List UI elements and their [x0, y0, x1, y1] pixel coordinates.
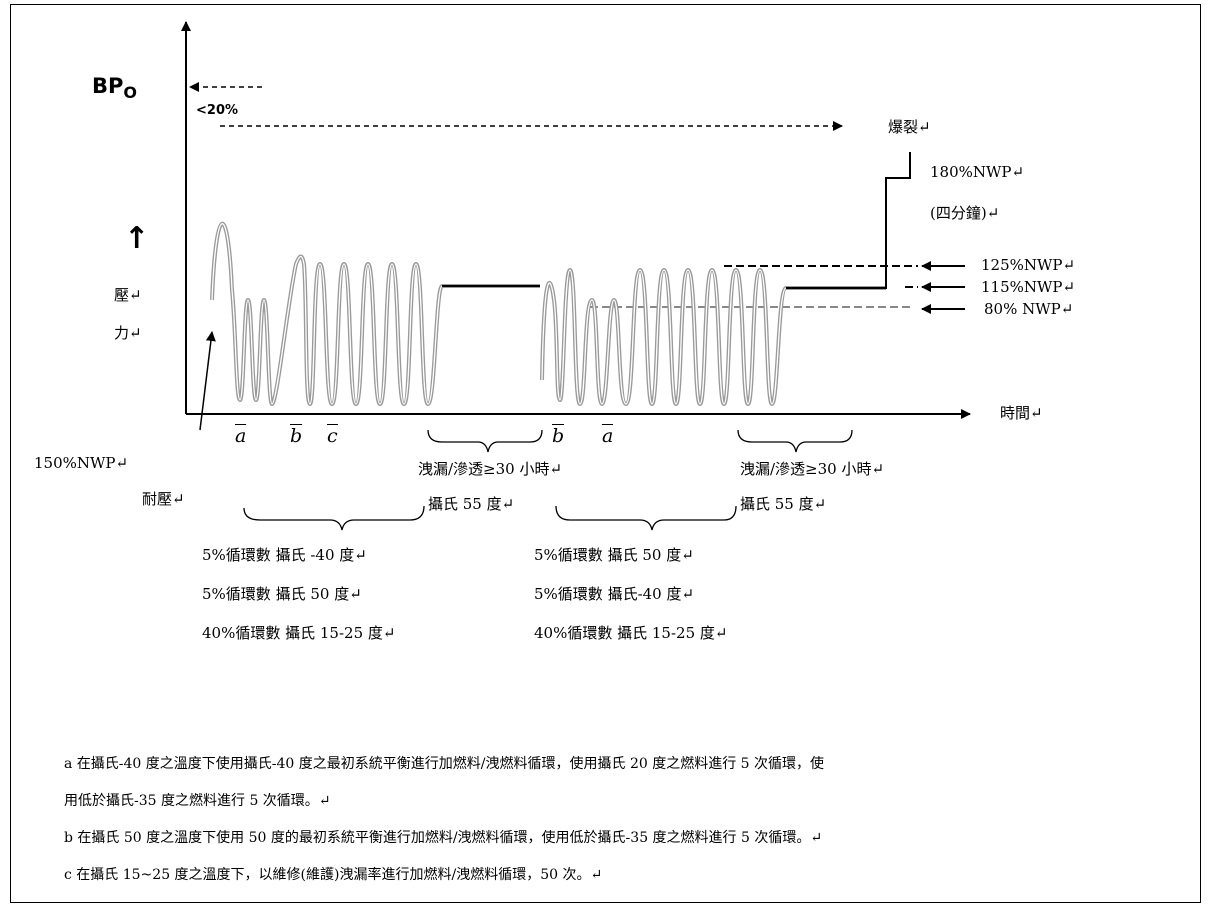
diagram-frame [10, 4, 1201, 903]
nwp115-label: 115%NWP↵ [981, 278, 1076, 296]
burst-label: 爆裂↵ [888, 118, 931, 136]
pressure-up-icon: ↑ [124, 221, 150, 256]
leak-1-temp: 攝氏 55 度↵ [428, 495, 515, 513]
arrow-150 [199, 331, 216, 431]
leak-1-label: 洩漏/滲透≥30 小時↵ [418, 460, 563, 478]
mark-c-1: c [327, 424, 338, 447]
leak-2-label: 洩漏/滲透≥30 小時↵ [740, 460, 885, 478]
nwp150-label: 150%NWP↵ [34, 454, 129, 472]
group-2-line-3: 40%循環數 攝氏 15-25 度↵ [534, 624, 728, 642]
group-1-line-2: 5%循環數 攝氏 50 度↵ [202, 585, 362, 603]
brace-group-2 [555, 505, 737, 531]
four-min-label: (四分鐘)↵ [930, 204, 1000, 222]
nwp125-label: 125%NWP↵ [981, 256, 1076, 274]
mark-a-2: a [602, 424, 614, 447]
pressure-label-2: 力↵ [114, 324, 142, 342]
mark-a-1: a [235, 424, 247, 447]
pressure-label-1: 壓↵ [114, 286, 142, 304]
brace-leak-2 [737, 429, 853, 453]
footnote-a-line-2: 用低於攝氏-35 度之燃料進行 5 次循環。↵ [64, 793, 331, 809]
group-2-line-2: 5%循環數 攝氏-40 度↵ [534, 585, 695, 603]
mark-b-2: b [552, 424, 565, 447]
segment-hold-2-and-burst [786, 152, 911, 289]
group-1-line-3: 40%循環數 攝氏 15-25 度↵ [202, 624, 396, 642]
footnote-b: b 在攝氏 50 度之溫度下使用 50 度的最初系統平衡進行加燃料/洩燃料循環，… [64, 830, 823, 846]
cycle-waveform-2 [540, 267, 886, 407]
brace-group-1 [243, 505, 425, 531]
bp-label: BPO [92, 74, 138, 103]
nwp180-label: 180%NWP↵ [930, 163, 1025, 181]
group-1-line-1: 5%循環數 攝氏 -40 度↵ [202, 546, 367, 564]
footnote-a-line-1: a 在攝氏-40 度之溫度下使用攝氏-40 度之最初系統平衡進行加燃料/洩燃料循… [64, 756, 825, 772]
footnote-c: c 在攝氏 15~25 度之溫度下，以維修(維護)洩漏率進行加燃料/洩燃料循環，… [64, 867, 603, 883]
cycle-waveform-2-outline [541, 269, 886, 405]
brace-leak-1 [427, 429, 543, 453]
leak-2-temp: 攝氏 55 度↵ [740, 495, 827, 513]
nwp80-label: 80% NWP↵ [984, 300, 1074, 318]
lt20-label: <20% [196, 103, 239, 118]
group-2-line-1: 5%循環數 攝氏 50 度↵ [534, 546, 694, 564]
endurance-label: 耐壓↵ [142, 490, 185, 508]
cycle-waveform-outline [211, 223, 540, 405]
time-label: 時間↵ [1000, 404, 1043, 422]
mark-b-1: b [290, 424, 303, 447]
